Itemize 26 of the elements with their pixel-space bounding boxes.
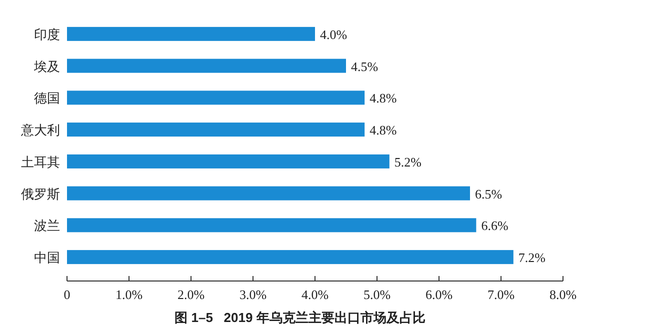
x-tick-label: 1.0% bbox=[115, 287, 143, 302]
data-label: 7.2% bbox=[518, 250, 546, 266]
y-tick-label: 意大利 bbox=[20, 122, 60, 138]
data-label: 6.5% bbox=[475, 186, 502, 202]
data-label: 4.8% bbox=[370, 90, 397, 106]
y-tick-label: 中国 bbox=[34, 250, 60, 266]
y-tick-label: 埃及 bbox=[33, 58, 60, 74]
data-label: 6.6% bbox=[481, 218, 508, 234]
text: 图 1–5 2019 年乌克兰主要出口市场及占比 bbox=[174, 310, 426, 325]
data-label: 4.5% bbox=[351, 58, 378, 74]
y-tick-label: 俄罗斯 bbox=[21, 186, 60, 202]
x-tick-label: 7.0% bbox=[487, 287, 515, 302]
x-tick-label: 3.0% bbox=[239, 287, 267, 302]
x-tick-label: 6.0% bbox=[425, 287, 453, 302]
x-tick-label: 5.0% bbox=[363, 287, 391, 302]
x-tick-label: 2.0% bbox=[177, 287, 205, 302]
y-tick-label: 波兰 bbox=[34, 218, 60, 234]
data-label: 5.2% bbox=[394, 154, 422, 170]
x-tick-label: 4.0% bbox=[301, 287, 329, 302]
x-tick-label: 0 bbox=[64, 287, 70, 302]
y-tick-label: 土耳其 bbox=[21, 154, 60, 170]
y-tick-label: 德国 bbox=[34, 90, 60, 106]
data-label: 4.0% bbox=[320, 26, 348, 42]
x-tick-label: 8.0% bbox=[549, 287, 577, 302]
y-tick-label: 印度 bbox=[34, 26, 60, 42]
data-label: 4.8% bbox=[370, 122, 397, 138]
